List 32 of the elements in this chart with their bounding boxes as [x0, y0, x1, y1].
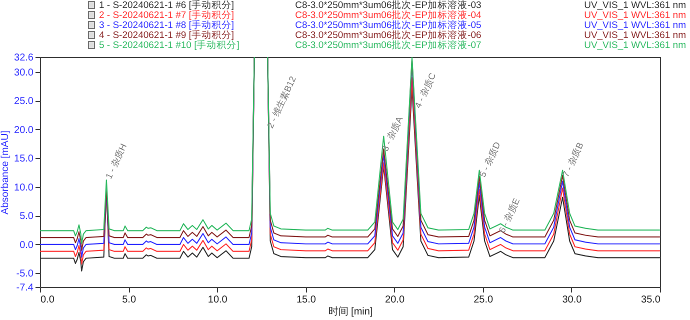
annotation: 4 - 杂质C — [412, 70, 438, 110]
annotation: 2 - 维生素B12 — [265, 74, 298, 130]
x-tick-label: 25.0 — [474, 294, 494, 306]
text: 2 - S-20240621-1 #7 [手动积分] C8-3.0*250mm*3um06批次-EP加标溶液-04 UV_VIS_1 WVL:361 nm — [99, 10, 686, 21]
x-tick-label: 20.0 — [385, 294, 405, 306]
annotation: 6 - 杂质E — [496, 196, 522, 234]
annotation: 7 - 杂质B — [560, 140, 586, 179]
y-tick-label: -5.0 — [16, 268, 34, 280]
y-axis-title: Absorbance [mAU] — [0, 130, 12, 214]
y-tick-label: 25.0 — [14, 96, 34, 108]
annotation: 5 - 杂质D — [477, 140, 503, 179]
x-axis-title: 时间 [min] — [328, 306, 373, 318]
annotation: 3 - 杂质A — [380, 114, 405, 153]
y-tick-label: 32.6 — [14, 52, 34, 64]
x-tick-label: 15.0 — [296, 294, 316, 306]
annotation: 1 - 杂质H — [104, 142, 129, 180]
y-tick-label: -7.4 — [16, 282, 34, 294]
text: 3 - S-20240621-1 #8 [手动积分] C8-3.0*250mm*3um06批次-EP加标溶液-05 UV_VIS_1 WVL:361 nm — [99, 20, 686, 31]
x-tick-label: 5.0 — [122, 294, 136, 306]
text: 5 - S-20240621-1 #10 [手动积分] C8-3.0*250mm*3um06批次-EP加标溶液-07 UV_VIS_1 WVL:361 nm — [99, 40, 686, 51]
x-tick-label: 35.0 — [641, 294, 661, 306]
y-tick-label: 20.0 — [14, 124, 34, 136]
text: 4 - S-20240621-1 #9 [手动积分] C8-3.0*250mm*3um06批次-EP加标溶液-06 UV_VIS_1 WVL:361 nm — [99, 30, 686, 41]
x-tick-label: 0.0 — [40, 294, 55, 306]
y-tick-label: 0.0 — [20, 240, 34, 251]
text: 1 - S-20240621-1 #6 [手动积分] C8-3.0*250mm*3um06批次-EP加标溶液-03 UV_VIS_1 WVL:361 nm — [99, 0, 686, 11]
x-tick-label: 30.0 — [562, 294, 582, 306]
y-tick-label: 15.0 — [14, 154, 34, 165]
y-tick-label: 30.0 — [14, 67, 34, 78]
y-tick-label: 5.0 — [20, 211, 34, 222]
x-tick-label: 10.0 — [208, 294, 228, 306]
y-tick-label: 10.0 — [14, 182, 34, 194]
